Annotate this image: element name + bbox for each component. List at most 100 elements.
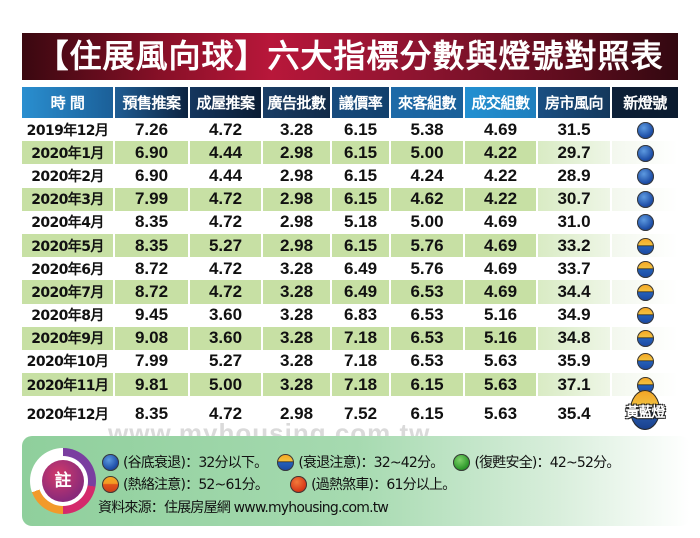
legend-row-1: (谷底衰退)：32分以下。 (衰退注意)：32~42分。 (復甦安全)：42~5… [102,452,630,472]
cell-deals: 5.63 [465,373,536,397]
legend-row-2: (熱絡注意)：52~61分。 (過熱煞車)：61分以上。 [102,474,465,494]
cell-time: 2020年7月 [22,280,113,304]
table-row: 2020年4月 8.35 4.72 2.98 5.18 5.00 4.69 31.0 [22,211,678,234]
cell-time: 2020年3月 [22,187,113,211]
cell-index: 31.0 [557,212,591,232]
cell-ads: 2.98 [263,187,330,211]
cell-bargain: 6.83 [343,305,378,325]
cell-completed: 4.72 [208,403,243,423]
cell-light [612,141,678,165]
cell-completed: 4.72 [190,280,261,304]
header-bargain: 議價率 [332,87,389,118]
cell-time: 2020年2月 [31,168,104,185]
yellow-blue-light-icon [636,376,654,394]
cell-visitors: 5.76 [391,233,463,258]
cell-ads: 3.28 [263,280,330,304]
cell-ads: 2.98 [279,165,314,185]
cell-bargain: 5.18 [343,212,378,232]
blue-light-icon [636,121,654,139]
cell-presale: 6.90 [115,141,188,165]
cell-index: 31.5 [557,119,591,139]
cell-presale: 9.08 [115,326,188,350]
cell-bargain: 6.15 [332,233,389,258]
cell-ads: 3.28 [279,258,314,278]
cell-visitors: 6.15 [391,373,463,397]
cell-deals: 4.69 [483,119,518,139]
cell-index: 34.4 [538,280,610,304]
blue-light-icon [636,144,654,162]
cell-light [612,350,678,373]
cell-presale: 8.72 [115,280,188,304]
cell-presale: 7.26 [134,119,169,139]
cell-visitors: 6.53 [391,280,463,304]
cell-presale: 7.99 [115,187,188,211]
cell-visitors: 5.00 [410,212,444,232]
blue-light-icon [102,453,119,471]
cell-presale: 8.35 [134,212,169,232]
table-row: 2020年11月 9.81 5.00 3.28 7.18 6.15 5.63 37.1 [22,373,678,397]
header-ads: 廣告批數 [263,87,330,118]
cell-light [612,164,678,187]
table-row: 2020年1月 6.90 4.44 2.98 6.15 5.00 4.22 29.7 [22,141,678,165]
cell-light [612,304,678,327]
cell-completed: 4.72 [208,212,243,232]
table-row: 2020年12月 8.35 4.72 2.98 7.52 6.15 5.63 35.4 黃藍燈 [22,390,678,431]
cell-bargain: 6.15 [343,165,378,185]
cell-light [612,118,678,141]
yellow-blue-light-icon [636,237,654,255]
cell-deals: 4.22 [465,141,536,165]
cell-deals: 4.22 [483,165,518,185]
cell-visitors: 5.38 [410,119,444,139]
yellow-blue-light-icon [636,283,654,301]
cell-index: 29.7 [538,141,610,165]
cell-presale: 9.45 [134,305,169,325]
cell-completed: 3.60 [208,305,243,325]
red-light-icon [290,475,308,493]
cell-time: 2020年1月 [22,141,113,165]
cell-bargain: 6.49 [343,258,378,278]
blue-light-icon [636,214,654,232]
cell-presale: 6.90 [134,165,169,185]
cell-visitors: 6.53 [410,351,444,371]
cell-light [612,211,678,234]
cell-completed: 4.72 [208,119,243,139]
cell-presale: 8.72 [134,258,169,278]
cell-ads: 3.28 [279,119,314,139]
table-row: 2020年6月 8.72 4.72 3.28 6.49 5.76 4.69 33.7 [22,257,678,280]
cell-time: 2020年4月 [31,215,104,232]
table-row: 2020年8月 9.45 3.60 3.28 6.83 6.53 5.16 34.9 [22,304,678,327]
cell-completed: 5.27 [190,233,261,258]
cell-time: 2020年9月 [22,326,113,350]
header-deals: 成交組數 [465,87,536,118]
header-visitors: 來客組數 [391,87,463,118]
table-row: 2020年3月 7.99 4.72 2.98 6.15 4.62 4.22 30.7 [22,187,678,211]
cell-index: 37.1 [538,373,610,397]
cell-bargain: 7.18 [332,373,389,397]
cell-deals: 5.16 [483,305,518,325]
light-badge-label: 黃藍燈 [625,405,666,422]
cell-time: 2020年6月 [31,261,104,278]
legend-label: (過熱煞車)：61分以上。 [311,477,456,493]
cell-completed: 4.72 [208,258,243,278]
cell-deals: 4.69 [483,258,518,278]
cell-ads: 3.28 [263,373,330,397]
source-note: 資料來源：住展房屋網 www.myhousing.com.tw [98,500,389,516]
cell-ads: 2.98 [263,141,330,165]
cell-bargain: 6.15 [332,141,389,165]
legend-label: (復甦安全)：42~52分。 [474,455,620,471]
cell-completed: 3.60 [190,326,261,350]
cell-visitors: 6.53 [410,305,444,325]
header-completed: 成屋推案 [190,87,261,118]
orange-light-icon [102,475,119,493]
cell-visitors: 5.76 [410,258,444,278]
cell-visitors: 4.24 [410,165,444,185]
cell-time: 2020年12月 [26,406,109,423]
cell-completed: 5.27 [208,351,243,371]
cell-ads: 2.98 [279,212,314,232]
table-row: 2020年2月 6.90 4.44 2.98 6.15 4.24 4.22 28.9 [22,164,678,187]
cell-light [612,187,678,211]
header-presale: 預售推案 [115,87,188,118]
cell-presale: 9.81 [115,373,188,397]
cell-time: 2020年10月 [26,354,109,371]
green-light-icon [453,453,471,471]
